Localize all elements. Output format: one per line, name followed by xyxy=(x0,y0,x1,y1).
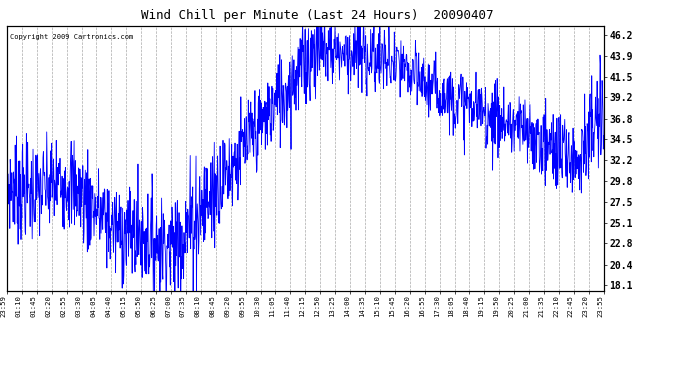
Text: Wind Chill per Minute (Last 24 Hours)  20090407: Wind Chill per Minute (Last 24 Hours) 20… xyxy=(141,9,493,22)
Text: Copyright 2009 Cartronics.com: Copyright 2009 Cartronics.com xyxy=(10,34,133,40)
